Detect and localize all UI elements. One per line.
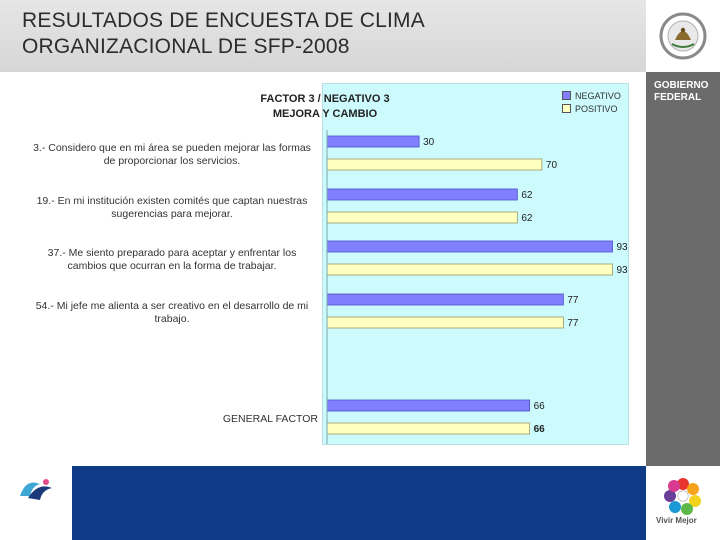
header-bar: RESULTADOS DE ENCUESTA DE CLIMA ORGANIZA… <box>0 0 646 72</box>
institute-logo-icon <box>20 479 52 500</box>
gobierno-line1: GOBIERNO <box>654 80 709 91</box>
chart-legend: NEGATIVO POSITIVO <box>562 89 621 115</box>
footer-band <box>72 466 646 540</box>
national-emblem-icon <box>659 12 707 60</box>
emblem-panel <box>646 0 720 72</box>
institute-logo-panel <box>0 466 72 540</box>
gobierno-federal-logo: GOBIERNO FEDERAL <box>654 80 708 104</box>
category-label-q3: 3.- Considero que en mi área se pueden m… <box>33 142 311 167</box>
vivir-mejor-logo-icon <box>664 478 701 515</box>
vivir-mejor-panel <box>646 466 720 540</box>
legend-swatch-positivo <box>562 104 571 113</box>
chart-plot-area <box>322 83 629 445</box>
legend-swatch-negativo <box>562 91 571 100</box>
chart-title: FACTOR 3 / NEGATIVO 3 MEJORA Y CAMBIO <box>260 93 390 120</box>
vivir-mejor-label: Vivir Mejor <box>656 516 697 525</box>
category-label-q19: 19.- En mi institución existen comités q… <box>36 195 308 220</box>
category-label-q54: 54.- Mi jefe me alienta a ser creativo e… <box>35 300 309 325</box>
gobierno-line2: FEDERAL <box>654 92 702 103</box>
legend-label-positivo: POSITIVO <box>575 103 618 114</box>
legend-item-positivo: POSITIVO <box>562 102 621 115</box>
category-label-q37: 37.- Me siento preparado para aceptar y … <box>47 247 297 272</box>
right-brand-strip: GOBIERNO FEDERAL Vivir Mejor <box>646 0 720 540</box>
category-label-general: GENERAL FACTOR <box>222 413 318 425</box>
legend-label-negativo: NEGATIVO <box>575 90 621 101</box>
page-title: RESULTADOS DE ENCUESTA DE CLIMA ORGANIZA… <box>22 9 425 58</box>
legend-item-negativo: NEGATIVO <box>562 89 621 102</box>
